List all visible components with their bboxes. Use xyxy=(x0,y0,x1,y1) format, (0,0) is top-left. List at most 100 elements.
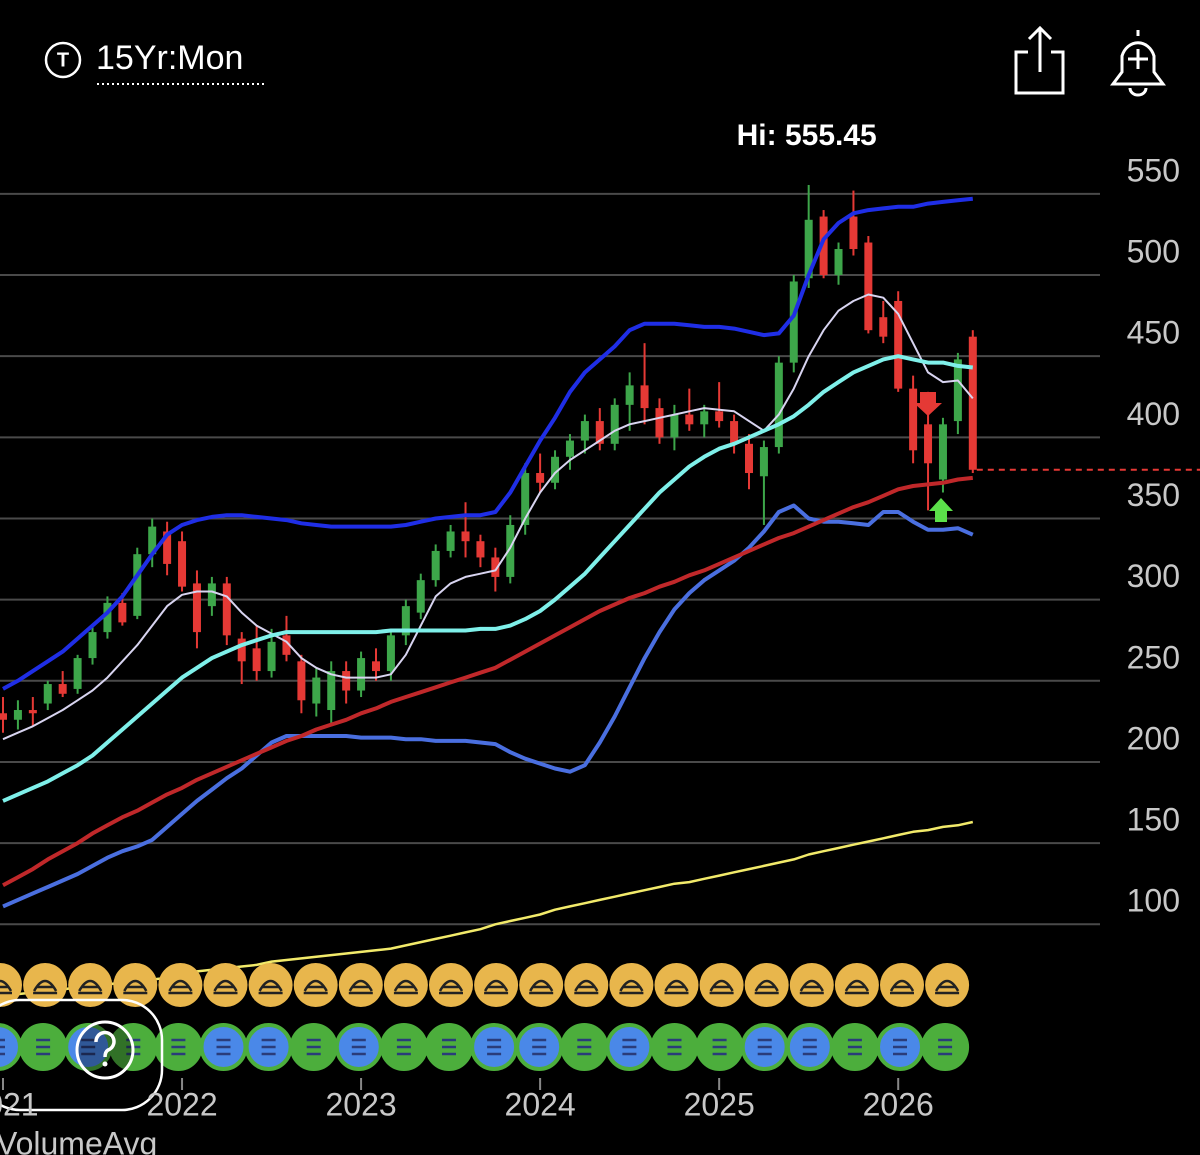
candle xyxy=(640,343,649,425)
candle-body xyxy=(103,602,112,633)
event-icon xyxy=(338,963,383,1007)
event-icon-glyph xyxy=(938,1038,953,1056)
candle-body xyxy=(252,648,261,672)
share-button[interactable] xyxy=(1014,25,1065,95)
y-tick-label: 350 xyxy=(1127,477,1180,513)
candle-body xyxy=(118,602,127,623)
candle-body xyxy=(386,635,395,672)
candle-body xyxy=(133,554,142,616)
symbol-icon-letter: T xyxy=(57,49,69,71)
candle xyxy=(730,414,739,454)
event-icon-glyph xyxy=(664,979,689,995)
candle xyxy=(849,190,858,256)
event-icon-glyph xyxy=(81,1038,96,1056)
candle-wick xyxy=(718,382,721,428)
candle xyxy=(968,330,977,474)
candle xyxy=(938,417,947,493)
event-icon-glyph xyxy=(396,1038,411,1056)
candle xyxy=(297,654,306,714)
candle-body xyxy=(327,671,336,711)
y-tick-label: 150 xyxy=(1127,802,1180,838)
help-frame xyxy=(0,998,164,1112)
event-icon-glyph xyxy=(712,1038,727,1056)
candle xyxy=(789,274,798,373)
candle xyxy=(610,398,619,451)
candle-body xyxy=(237,638,246,662)
candle xyxy=(282,615,291,662)
candle-body xyxy=(730,421,739,444)
candle-wick xyxy=(643,343,646,425)
candle xyxy=(0,697,7,733)
event-icon-glyph xyxy=(844,979,869,995)
event-icons xyxy=(0,963,970,1071)
x-tick-label: 2022 xyxy=(146,1086,217,1122)
help-button[interactable] xyxy=(0,998,164,1112)
y-tick-label: 250 xyxy=(1127,639,1180,675)
candle-body xyxy=(879,317,888,337)
candle-body xyxy=(357,658,366,691)
event-icon xyxy=(248,963,293,1007)
x-tick-label: 2026 xyxy=(863,1086,934,1122)
candle-body xyxy=(834,249,843,275)
event-icon-glyph xyxy=(171,1038,186,1056)
candle xyxy=(804,184,813,288)
candle xyxy=(73,654,82,694)
event-icon-glyph xyxy=(754,979,779,995)
candle xyxy=(745,434,753,490)
candle xyxy=(536,453,545,493)
candle xyxy=(834,242,843,285)
event-icon-glyph xyxy=(261,1038,276,1056)
event-icon-glyph xyxy=(213,979,238,995)
candle xyxy=(312,667,321,717)
candle-body xyxy=(431,550,440,581)
overlay-line xyxy=(2,293,974,741)
overlay-line xyxy=(2,503,974,909)
event-icon-glyph xyxy=(33,979,58,995)
event-icon-glyph xyxy=(577,1038,592,1056)
event-icon xyxy=(113,963,158,1007)
candle xyxy=(864,236,873,334)
event-icon xyxy=(293,963,338,1007)
candle xyxy=(267,628,276,678)
event-icon-glyph xyxy=(36,1038,51,1056)
candle xyxy=(879,300,888,344)
overlay-line xyxy=(2,475,974,888)
buy-arrow xyxy=(929,498,953,522)
candle-body xyxy=(625,385,634,405)
event-icon xyxy=(519,963,564,1007)
candle-body xyxy=(551,456,560,483)
event-icon-glyph xyxy=(667,1038,682,1056)
candle xyxy=(342,661,351,704)
event-icon xyxy=(474,963,519,1007)
event-icon xyxy=(23,963,68,1007)
event-icon xyxy=(699,963,744,1007)
event-icon xyxy=(0,963,22,1007)
event-icon xyxy=(383,963,428,1007)
alert-button[interactable] xyxy=(1110,30,1166,97)
candle-body xyxy=(446,531,455,551)
help-circle xyxy=(75,1020,135,1080)
candle-body xyxy=(491,557,500,577)
y-tick-label: 100 xyxy=(1127,883,1180,919)
event-icon-glyph xyxy=(709,979,734,995)
candle-body xyxy=(953,359,962,422)
candle xyxy=(386,628,395,681)
candle-body xyxy=(700,411,709,425)
candle-body xyxy=(759,447,768,477)
candle-body xyxy=(774,362,783,448)
timeframe-button[interactable]: T 15Yr:Mon xyxy=(44,39,267,85)
event-icon-glyph xyxy=(168,979,193,995)
help-glyph xyxy=(94,1030,116,1058)
y-tick-label: 450 xyxy=(1127,315,1180,351)
candle-body xyxy=(580,421,589,441)
event-icon-glyph xyxy=(438,979,464,995)
footer-label: VolumeAvg xyxy=(0,1125,157,1155)
candle-body xyxy=(849,216,858,250)
candle-body xyxy=(506,524,515,577)
high-annotation: Hi: 555.45 xyxy=(737,119,877,152)
candle xyxy=(476,534,485,568)
candle-body xyxy=(715,411,724,422)
event-icon-glyph xyxy=(0,979,13,995)
